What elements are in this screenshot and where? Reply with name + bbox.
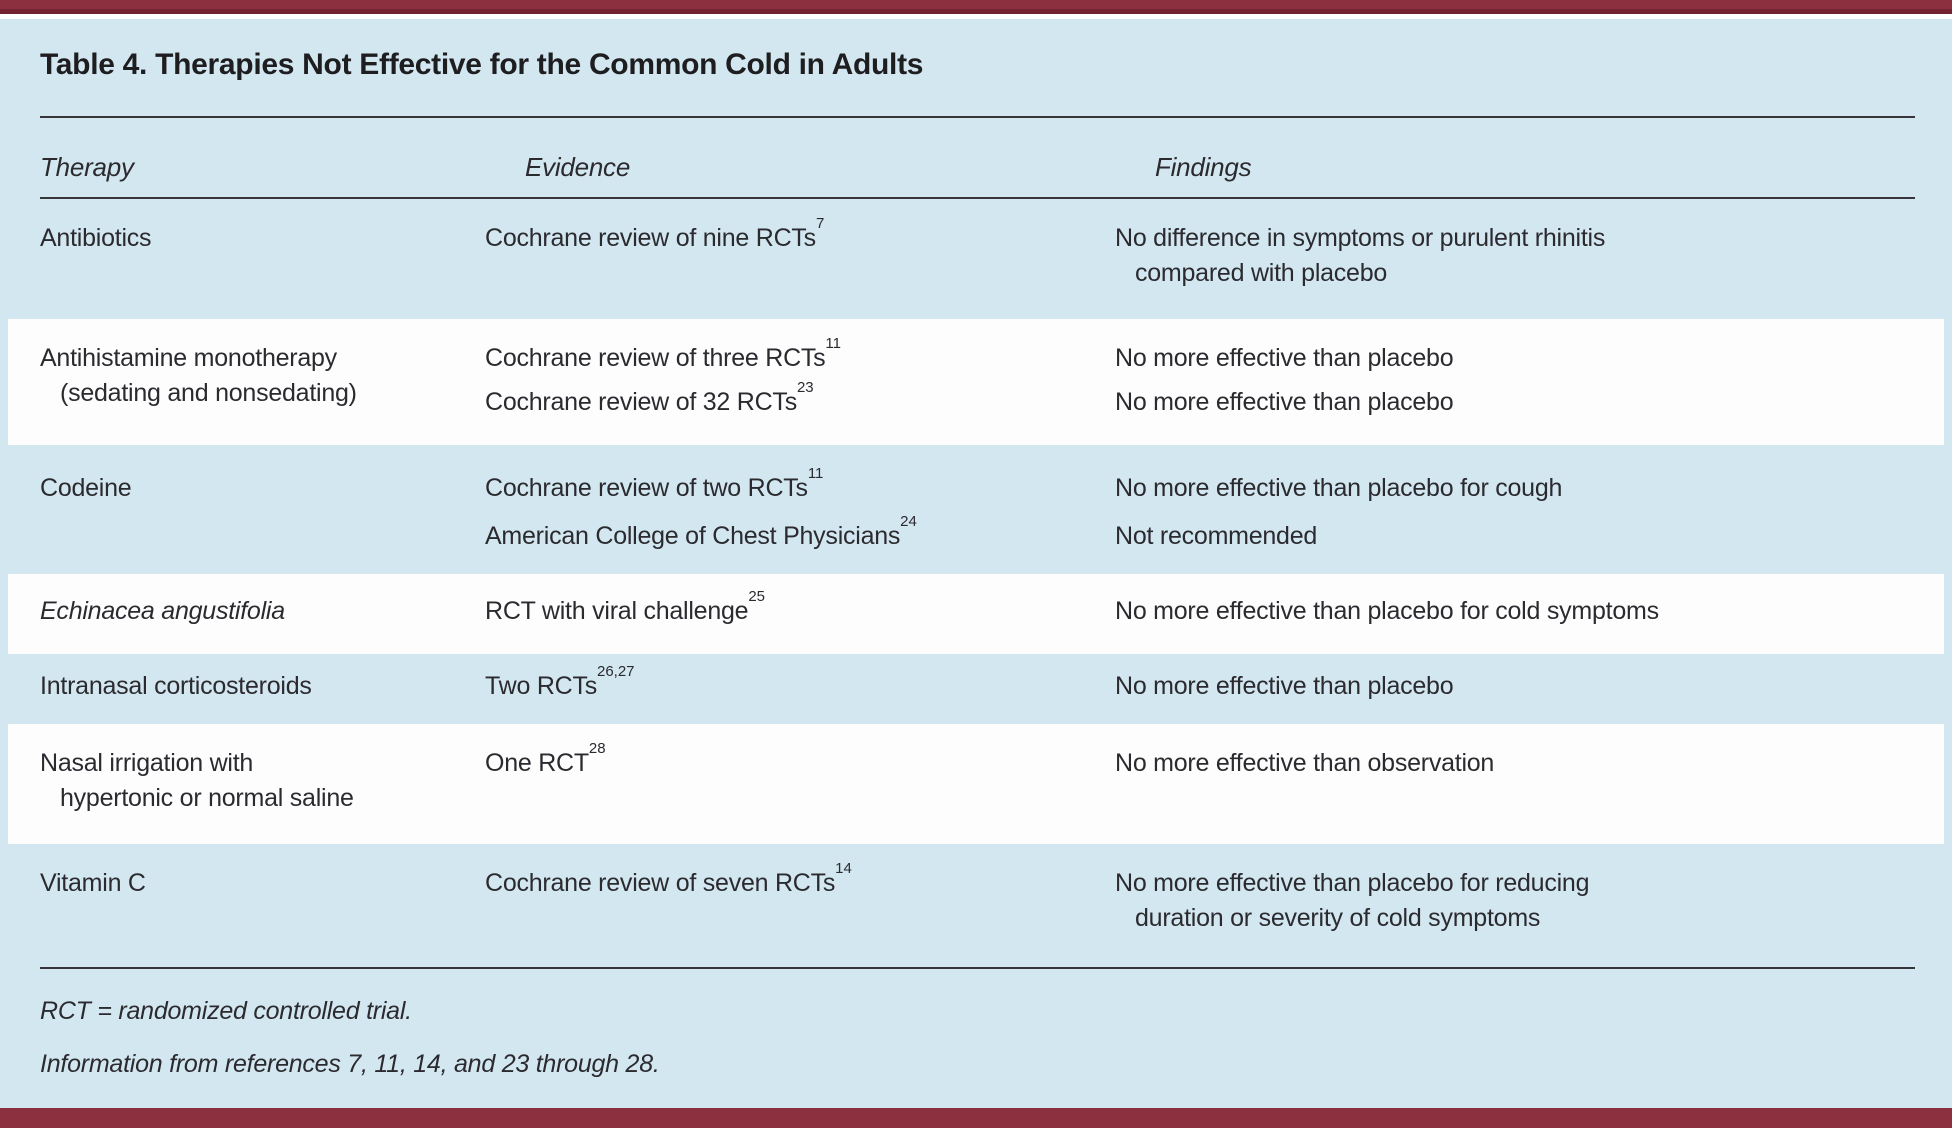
therapy-name-continuation: hypertonic or normal saline <box>60 784 354 812</box>
therapy-name: Echinacea angustifolia <box>40 597 285 625</box>
therapy-name: Codeine <box>40 474 132 502</box>
findings-cell: Not recommended <box>1115 522 1318 550</box>
reference-superscript: 26,27 <box>596 662 635 680</box>
findings-cell: No more effective than placebo <box>1115 344 1454 372</box>
reference-superscript: 11 <box>807 464 824 482</box>
therapy-name: Antibiotics <box>40 224 152 252</box>
findings-cell: No more effective than placebo for reduc… <box>1115 869 1590 932</box>
abbreviation-footnote: RCT = randomized controlled trial. <box>40 997 412 1025</box>
evidence-cell: American College of Chest Physicians24 <box>485 512 917 550</box>
column-header-therapy: Therapy <box>40 152 134 182</box>
therapy-cell: Echinacea angustifolia <box>8 594 485 654</box>
reference-superscript: 14 <box>835 859 852 877</box>
horizontal-rule-top <box>40 116 1915 118</box>
therapy-name: Antihistamine monotherapy <box>40 344 337 372</box>
column-header-row: Therapy Evidence Findings <box>0 118 1952 182</box>
table-row-antibiotics: Antibiotics Cochrane review of nine RCTs… <box>8 199 1944 319</box>
table-row-antihistamine: Antihistamine monotherapy (sedating and … <box>8 319 1944 445</box>
reference-superscript: 24 <box>900 512 917 530</box>
reference-superscript: 25 <box>748 587 766 605</box>
table-body: Antibiotics Cochrane review of nine RCTs… <box>8 199 1944 967</box>
top-accent-bar <box>0 0 1952 14</box>
evidence-cell: Two RCTs26,27 <box>485 662 635 700</box>
findings-cell: No more effective than placebo for cough <box>1115 474 1563 502</box>
table-row-intranasal-corticosteroids: Intranasal corticosteroids Two RCTs26,27… <box>8 654 1944 724</box>
reference-superscript: 7 <box>815 214 825 232</box>
evidence-cell: One RCT28 <box>485 739 606 777</box>
source-footnote: Information from references 7, 11, 14, a… <box>40 1050 660 1078</box>
table-row-vitamin-c: Vitamin C Cochrane review of seven RCTs1… <box>8 844 1944 967</box>
therapy-name: Nasal irrigation with <box>40 749 254 777</box>
reference-superscript: 11 <box>825 334 841 352</box>
evidence-cell: Cochrane review of 32 RCTs23 <box>485 378 814 416</box>
evidence-cell: Cochrane review of nine RCTs7 <box>485 214 825 252</box>
horizontal-rule-bottom <box>40 967 1915 969</box>
reference-superscript: 23 <box>796 378 814 396</box>
therapy-cell: Vitamin C <box>8 866 485 967</box>
table-title: Table 4. Therapies Not Effective for the… <box>40 48 924 81</box>
therapy-cell: Nasal irrigation with hypertonic or norm… <box>8 746 485 844</box>
evidence-cell: Cochrane review of three RCTs11 <box>485 334 841 372</box>
evidence-cell: Cochrane review of two RCTs11 <box>485 464 824 502</box>
findings-cell: No more effective than placebo <box>1115 388 1454 416</box>
therapy-cell: Antibiotics <box>8 221 485 319</box>
horizontal-rule-header <box>40 197 1915 199</box>
evidence-cell: Cochrane review of seven RCTs14 <box>485 859 852 897</box>
table-footnotes: RCT = randomized controlled trial. Infor… <box>0 969 1952 1080</box>
therapy-cell: Antihistamine monotherapy (sedating and … <box>8 341 485 445</box>
bottom-accent-bar <box>0 1108 1952 1128</box>
findings-cell: No difference in symptoms or purulent rh… <box>1115 224 1606 287</box>
column-header-findings: Findings <box>1155 152 1252 182</box>
therapy-name: Vitamin C <box>40 869 146 897</box>
column-header-evidence: Evidence <box>525 152 631 182</box>
table-row-nasal-irrigation: Nasal irrigation with hypertonic or norm… <box>8 724 1944 844</box>
evidence-cell: RCT with viral challenge25 <box>485 587 766 625</box>
therapy-name-continuation: (sedating and nonsedating) <box>60 379 357 407</box>
table-panel: Table 4. Therapies Not Effective for the… <box>0 19 1952 1108</box>
therapy-name: Intranasal corticosteroids <box>40 672 312 700</box>
findings-cell: No more effective than placebo <box>1115 672 1454 700</box>
therapy-cell: Intranasal corticosteroids <box>8 669 485 724</box>
table-row-echinacea: Echinacea angustifolia RCT with viral ch… <box>8 574 1944 654</box>
table-row-codeine: Codeine Cochrane review of two RCTs11 No… <box>8 445 1944 574</box>
findings-cell: No more effective than placebo for cold … <box>1115 597 1659 625</box>
findings-cell: No more effective than observation <box>1115 749 1495 777</box>
therapy-cell: Codeine <box>8 471 485 574</box>
reference-superscript: 28 <box>588 739 606 757</box>
